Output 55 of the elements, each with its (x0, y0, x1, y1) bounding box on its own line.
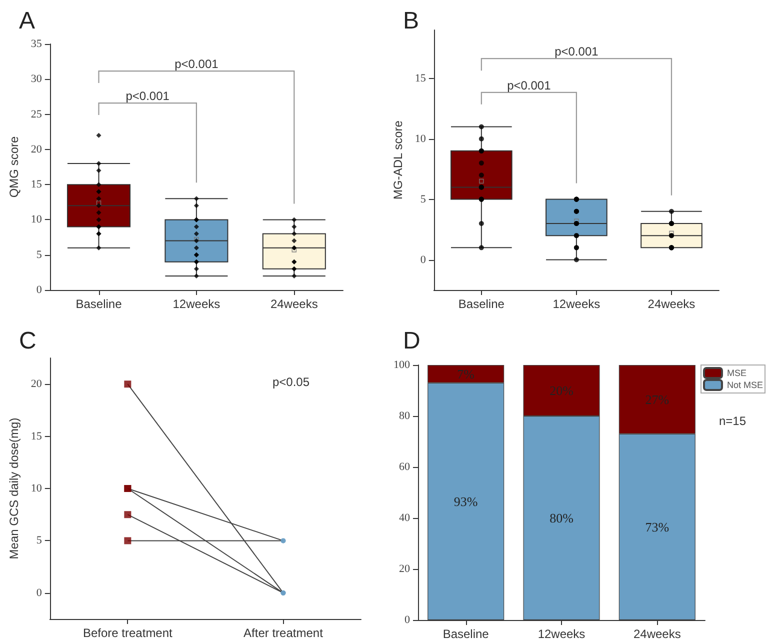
x-tick-label: Baseline (76, 297, 122, 311)
x-tick-label: Before treatment (82, 626, 174, 640)
y-tick-label: 0 (404, 614, 410, 626)
x-tick-label: After treatment (244, 626, 324, 640)
annotation: p<0.05 (272, 375, 310, 389)
data-label: 80% (550, 510, 574, 526)
x-tick-label: 24weeks (648, 297, 696, 311)
chart-title: B (403, 8, 420, 34)
y-tick-label: 15 (30, 430, 42, 442)
legend-label: MSE (726, 368, 747, 378)
annotation: p<0.001 (554, 44, 599, 59)
y-tick-label: 15 (30, 178, 42, 191)
y-tick-label: 20 (399, 563, 410, 575)
y-tick-label: 5 (36, 248, 42, 261)
data-label: 93% (454, 494, 478, 509)
x-tick-label: 12weeks (552, 297, 600, 311)
x-tick-label: 24weeks (633, 627, 681, 641)
y-tick-label: 10 (30, 482, 42, 494)
chart-title: C (19, 328, 36, 354)
y-tick-label: 80 (399, 410, 410, 422)
y-tick-label: 30 (30, 73, 42, 86)
text: n=15 (719, 414, 746, 428)
y-axis-title: QMG score (7, 136, 21, 198)
data-label: 20% (550, 383, 574, 398)
x-tick-label: 12weeks (538, 627, 586, 641)
y-tick-label: 0 (420, 254, 426, 266)
y-tick-label: 10 (414, 132, 426, 145)
annotation: p<0.001 (507, 78, 552, 92)
legend-label: Not MSE (726, 380, 764, 390)
y-tick-label: 20 (30, 143, 42, 156)
y-tick-label: 35 (30, 38, 42, 50)
chart-title: A (19, 8, 36, 34)
x-tick-label: 24weeks (270, 297, 318, 311)
annotation: p<0.001 (126, 89, 170, 104)
y-tick-label: 100 (394, 359, 410, 371)
x-tick-label: Baseline (442, 627, 490, 641)
data-label: 7% (457, 366, 475, 382)
y-axis-title: Mean GCS daily dose(mg) (7, 418, 21, 560)
y-tick-label: 60 (399, 461, 410, 473)
x-tick-label: 12weeks (172, 297, 220, 311)
y-tick-label: 20 (30, 378, 42, 390)
data-label: 73% (645, 519, 670, 534)
y-tick-label: 5 (36, 534, 42, 547)
y-tick-label: 0 (36, 284, 42, 296)
x-tick-label: Baseline (458, 297, 505, 311)
chart-title: D (403, 328, 420, 354)
y-tick-label: 5 (420, 193, 426, 206)
annotation: p<0.001 (174, 57, 219, 72)
y-tick-label: 25 (30, 108, 42, 120)
y-tick-label: 10 (30, 214, 42, 226)
y-tick-label: 40 (399, 512, 410, 524)
y-axis-title: MG-ADL score (391, 120, 405, 200)
y-tick-label: 15 (414, 72, 426, 84)
data-label: 27% (645, 392, 670, 407)
y-tick-label: 0 (36, 586, 42, 599)
